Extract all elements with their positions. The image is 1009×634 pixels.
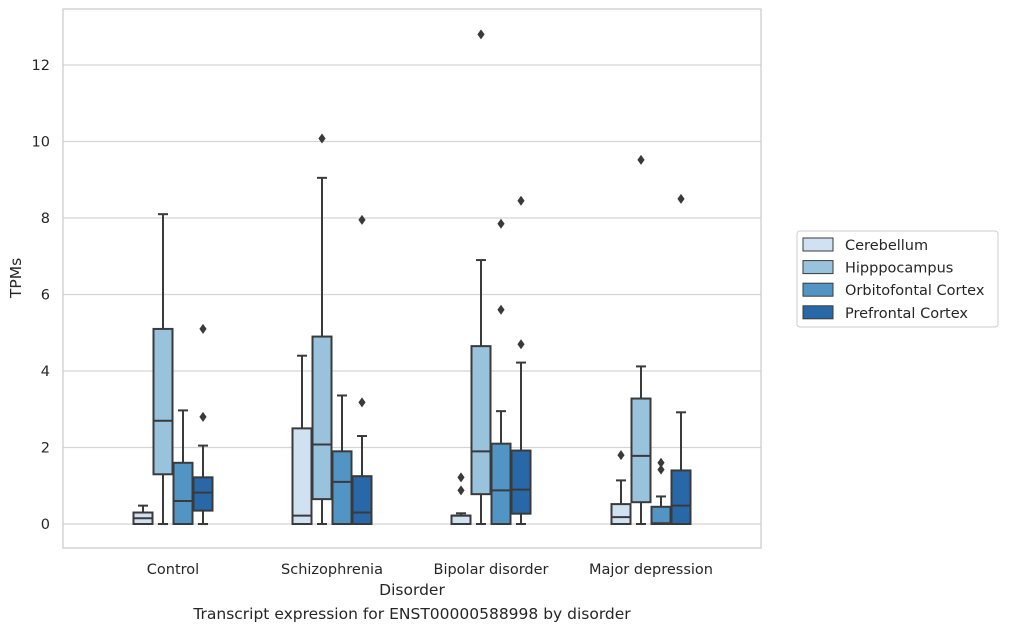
box-cerebellum xyxy=(450,472,472,526)
box-orbitofontal-cortex xyxy=(172,409,194,525)
y-tick-label: 6 xyxy=(41,288,50,304)
x-tick-label: Control xyxy=(147,562,199,578)
outlier-point xyxy=(318,133,326,144)
box-prefrontal-cortex xyxy=(670,193,692,526)
grid-lines xyxy=(63,64,761,525)
box-iqr xyxy=(610,503,632,525)
outlier-point xyxy=(497,304,505,315)
y-tick-label: 0 xyxy=(41,517,50,533)
outlier-point xyxy=(199,411,207,422)
legend-swatch xyxy=(802,237,834,252)
x-tick-label: Major depression xyxy=(589,562,713,578)
box-iqr xyxy=(291,427,313,525)
box-prefrontal-cortex xyxy=(510,195,532,525)
box-iqr xyxy=(650,505,672,526)
legend-swatch xyxy=(802,260,834,275)
legend-swatch xyxy=(802,282,834,297)
box-iqr xyxy=(311,335,333,501)
outlier-point xyxy=(517,339,525,350)
box-prefrontal-cortex xyxy=(351,214,373,525)
box-orbitofontal-cortex xyxy=(331,394,353,526)
box-iqr xyxy=(331,450,353,526)
box-cerebellum xyxy=(291,354,313,525)
figure-caption: Transcript expression for ENST0000058899… xyxy=(193,605,631,623)
box-iqr xyxy=(172,461,194,525)
box-iqr xyxy=(470,345,492,496)
box-cerebellum xyxy=(132,504,154,526)
box-orbitofontal-cortex xyxy=(490,218,512,525)
outlier-point xyxy=(677,193,685,204)
box-hipppocampus xyxy=(630,154,652,525)
box-iqr xyxy=(510,449,532,515)
box-iqr xyxy=(192,476,214,512)
outlier-point xyxy=(199,323,207,334)
box-iqr xyxy=(630,397,652,504)
legend-frame xyxy=(796,230,999,328)
legend-entry: Cerebellum xyxy=(845,238,928,254)
y-tick-label: 4 xyxy=(41,364,50,380)
outlier-point xyxy=(477,29,485,40)
outlier-point xyxy=(457,472,465,483)
y-axis-label: TPMs xyxy=(7,258,25,299)
box-hipppocampus xyxy=(470,29,492,525)
legend-swatch xyxy=(802,305,834,320)
legend-entry: Orbitofontal Cortex xyxy=(845,283,985,299)
box-hipppocampus xyxy=(152,213,174,525)
outlier-point xyxy=(517,195,525,206)
outlier-point xyxy=(358,214,366,225)
x-tick-label: Bipolar disorder xyxy=(434,562,549,578)
y-tick-label: 2 xyxy=(41,441,50,457)
outlier-point xyxy=(457,485,465,496)
box-groups xyxy=(132,29,692,526)
y-tick-label: 8 xyxy=(41,211,50,227)
legend-entry: Hipppocampus xyxy=(845,261,953,277)
outlier-point xyxy=(617,450,625,461)
x-tick-labels: Control Schizophrenia Bipolar disorder Majo… xyxy=(147,562,713,578)
x-tick-label: Schizophrenia xyxy=(281,562,383,578)
box-iqr xyxy=(490,442,512,525)
outlier-point xyxy=(657,457,665,468)
box-iqr xyxy=(351,475,373,525)
legend-entry: Prefrontal Cortex xyxy=(845,306,968,322)
box-cerebellum xyxy=(610,450,632,525)
plot-area-frame xyxy=(62,8,762,549)
outlier-point xyxy=(497,218,505,229)
outlier-point xyxy=(637,154,645,165)
box-iqr xyxy=(152,327,174,476)
y-tick-label: 12 xyxy=(32,58,50,74)
outlier-point xyxy=(657,464,665,475)
legend: Cerebellum Hipppocampus Orbitofontal Corte… xyxy=(796,230,999,328)
box-iqr xyxy=(450,514,472,526)
y-tick-labels: 0 2 4 6 8 10 12 xyxy=(32,58,50,533)
box-iqr xyxy=(670,469,692,526)
outlier-point xyxy=(358,397,366,408)
box-orbitofontal-cortex xyxy=(650,457,672,526)
box-prefrontal-cortex xyxy=(192,323,214,525)
box-hipppocampus xyxy=(311,133,333,525)
x-axis-label: Disorder xyxy=(379,581,445,599)
y-tick-label: 10 xyxy=(32,135,50,151)
